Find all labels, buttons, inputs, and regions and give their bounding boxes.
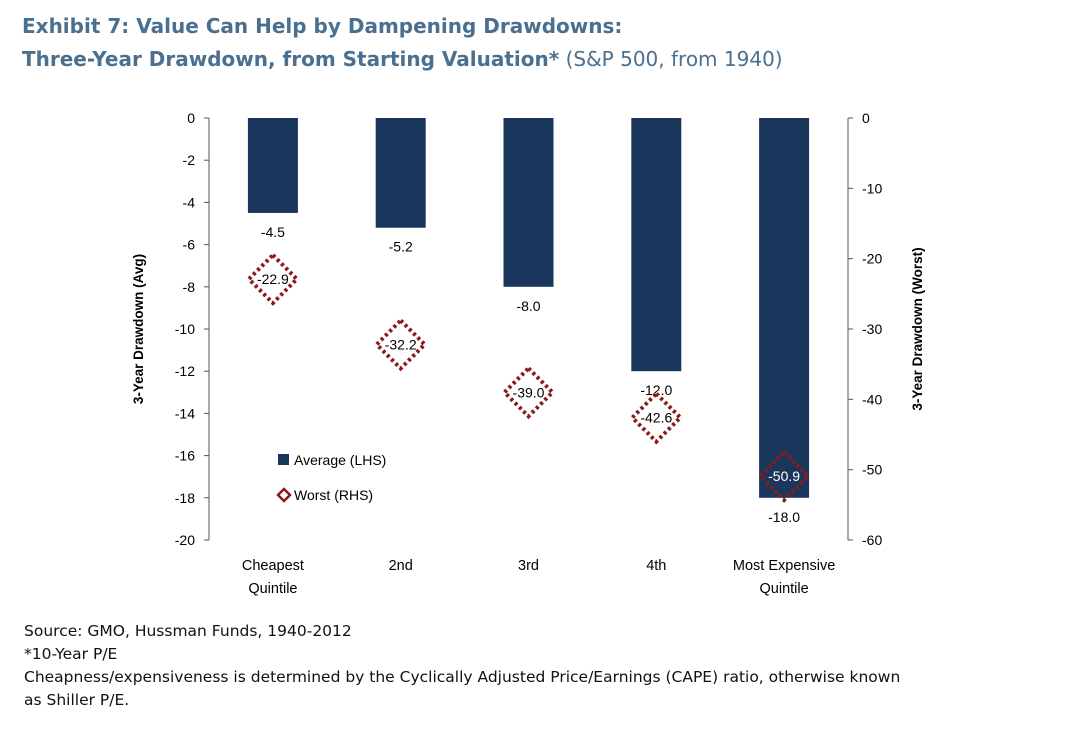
left-tick-label: 0 bbox=[187, 110, 195, 126]
legend-label-worst: Worst (RHS) bbox=[294, 487, 373, 503]
worst-data-label: -39.0 bbox=[513, 384, 545, 400]
left-tick-label: -14 bbox=[175, 405, 195, 421]
left-tick-label: -6 bbox=[183, 237, 196, 253]
left-axis-title: 3-Year Drawdown (Avg) bbox=[131, 254, 146, 404]
left-tick-label: -4 bbox=[183, 194, 196, 210]
marker-worst bbox=[501, 365, 556, 420]
right-tick-label: -20 bbox=[862, 251, 882, 267]
left-tick-label: -8 bbox=[183, 279, 196, 295]
left-tick-label: -2 bbox=[183, 152, 196, 168]
category-label: Cheapest bbox=[242, 558, 304, 574]
bar-data-label: -18.0 bbox=[768, 509, 800, 525]
worst-data-label: -42.6 bbox=[640, 410, 672, 426]
bar-average bbox=[759, 118, 810, 498]
worst-data-label: -32.2 bbox=[385, 336, 417, 352]
bar-average bbox=[503, 118, 554, 287]
category-label: 4th bbox=[646, 558, 666, 574]
left-tick-label: -20 bbox=[175, 532, 195, 548]
bar-data-label: -8.0 bbox=[516, 298, 540, 314]
worst-data-label: -50.9 bbox=[768, 468, 800, 484]
title-line-2: Three-Year Drawdown, from Starting Valua… bbox=[22, 47, 783, 71]
marker-worst bbox=[629, 390, 684, 445]
marker-worst bbox=[246, 252, 300, 306]
left-tick-label: -16 bbox=[175, 448, 195, 464]
legend-swatch-worst bbox=[276, 487, 292, 503]
bar-average bbox=[631, 118, 682, 372]
bar-average bbox=[247, 118, 298, 213]
explanation-note-line-2: as Shiller P/E. bbox=[24, 691, 130, 709]
bar-data-label: -5.2 bbox=[389, 239, 413, 255]
category-label: 3rd bbox=[518, 558, 539, 574]
right-tick-label: -10 bbox=[862, 180, 882, 196]
chart: 0 -2 -4 -6 -8 -10 -12 -14 -16 -18 -20 0 -10 -20 -30 -40… bbox=[131, 110, 925, 597]
footnote: *10-Year P/E bbox=[24, 645, 118, 663]
category-label: Quintile bbox=[248, 581, 297, 597]
title-line-1: Exhibit 7: Value Can Help by Dampening D… bbox=[22, 14, 623, 38]
bar-average bbox=[375, 118, 426, 228]
explanation-note-line-1: Cheapness/expensiveness is determined by… bbox=[24, 668, 901, 686]
right-tick-label: -50 bbox=[862, 462, 882, 478]
legend-swatch-average bbox=[278, 454, 289, 465]
marker-worst bbox=[373, 317, 428, 372]
right-tick-label: 0 bbox=[862, 110, 870, 126]
source-note: Source: GMO, Hussman Funds, 1940-2012 bbox=[24, 622, 352, 640]
legend-label-average: Average (LHS) bbox=[294, 452, 386, 468]
title-subtitle: (S&P 500, from 1940) bbox=[559, 47, 783, 71]
bar-data-label: -12.0 bbox=[640, 382, 672, 398]
category-label: 2nd bbox=[389, 558, 413, 574]
marker-worst bbox=[757, 449, 811, 503]
left-tick-label: -10 bbox=[175, 321, 195, 337]
right-tick-label: -40 bbox=[862, 391, 882, 407]
worst-data-label: -22.9 bbox=[257, 271, 289, 287]
left-tick-label: -12 bbox=[175, 363, 195, 379]
chart-title: Exhibit 7: Value Can Help by Dampening D… bbox=[22, 10, 1072, 76]
chart-notes: Source: GMO, Hussman Funds, 1940-2012 *1… bbox=[24, 620, 1074, 712]
right-tick-label: -30 bbox=[862, 321, 882, 337]
category-label: Quintile bbox=[760, 581, 809, 597]
bar-data-label: -4.5 bbox=[261, 224, 285, 240]
right-tick-label: -60 bbox=[862, 532, 882, 548]
left-tick-label: -18 bbox=[175, 490, 195, 506]
category-label: Most Expensive bbox=[733, 558, 835, 574]
right-axis-title: 3-Year Drawdown (Worst) bbox=[910, 247, 925, 410]
